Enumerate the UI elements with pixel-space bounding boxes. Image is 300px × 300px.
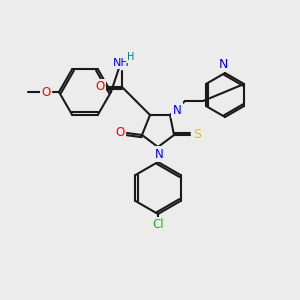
Text: Cl: Cl bbox=[152, 218, 164, 232]
Text: O: O bbox=[116, 127, 124, 140]
Text: NH: NH bbox=[112, 58, 129, 68]
Text: S: S bbox=[193, 128, 201, 142]
Text: O: O bbox=[95, 80, 105, 94]
Text: N: N bbox=[154, 148, 164, 160]
Text: H: H bbox=[127, 52, 135, 62]
Text: O: O bbox=[41, 85, 51, 98]
Text: N: N bbox=[218, 58, 228, 70]
Text: N: N bbox=[172, 103, 182, 116]
